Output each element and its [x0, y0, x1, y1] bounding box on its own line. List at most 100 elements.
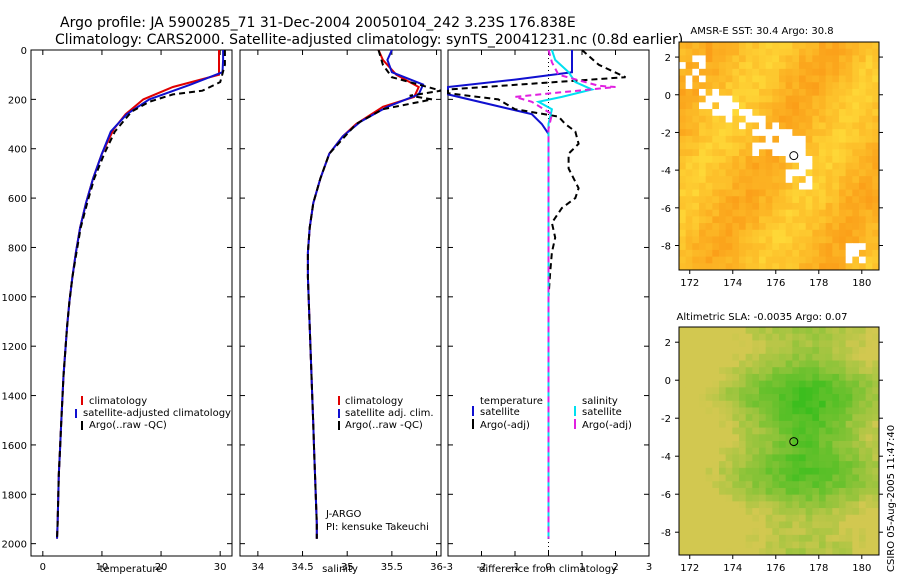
map-cell [692, 467, 700, 476]
map-cell [799, 42, 807, 50]
map-cell [852, 380, 860, 388]
map-cell [772, 249, 780, 258]
map-cell [679, 528, 687, 536]
map-cell [759, 441, 767, 449]
map-cell [745, 508, 753, 516]
map-cell [765, 514, 773, 522]
map-cell [825, 407, 833, 415]
map-cell [812, 75, 820, 83]
map-cell [852, 333, 860, 341]
map-cell [772, 243, 780, 251]
map-cell [859, 202, 867, 211]
map-cell [685, 420, 693, 429]
x-tick-label: 180 [852, 278, 871, 289]
map-cell [865, 55, 873, 63]
map-cell [805, 48, 813, 56]
map-cell [859, 249, 867, 258]
map-cell [712, 202, 720, 211]
map-cell [752, 441, 760, 449]
map-cell [792, 109, 800, 117]
map-cell [845, 528, 853, 536]
map-cell [845, 441, 853, 449]
map-cell [745, 427, 753, 435]
map-cell [705, 75, 713, 83]
map-cell [725, 182, 733, 191]
map-cell [845, 387, 853, 395]
map-cell [865, 394, 873, 402]
map-cell [719, 48, 727, 56]
map-cell [799, 427, 807, 435]
map-cell [745, 189, 753, 197]
map-cell [699, 223, 707, 231]
map-cell [785, 347, 793, 355]
map-cell [759, 541, 767, 549]
legend-label-climatology: climatology [345, 396, 403, 407]
map-cell [699, 236, 707, 244]
map-cell [859, 243, 867, 251]
map-cell [799, 229, 807, 237]
map-cell [759, 196, 767, 204]
map-cell [772, 380, 780, 388]
map-cell [805, 347, 813, 355]
map-cell [725, 68, 733, 77]
map-cell [785, 414, 793, 422]
map-cell [759, 182, 767, 191]
map-cell [725, 380, 733, 388]
map-cell [852, 109, 860, 117]
map-cell [759, 481, 767, 489]
map-cell [719, 229, 727, 237]
map-cell [712, 394, 720, 402]
series-line-temperature-satellite [447, 50, 573, 539]
map-cell [865, 347, 873, 355]
map-cell [739, 82, 747, 90]
map-cell [865, 216, 873, 224]
map-cell [859, 327, 867, 335]
map-cell [832, 487, 840, 496]
x-tick-label: 174 [723, 278, 742, 289]
map-cell [692, 501, 700, 509]
map-cell [745, 216, 753, 224]
map-cell [772, 407, 780, 415]
map-cell [845, 202, 853, 211]
map-cell [712, 508, 720, 516]
map-cell [732, 176, 740, 184]
map-cell [805, 441, 813, 449]
map-cell [705, 122, 713, 130]
map-cell [859, 487, 867, 496]
map-cell [805, 394, 813, 402]
map-cell [679, 400, 687, 408]
map-cell [819, 353, 827, 362]
map-cell [872, 353, 880, 362]
map-cell [685, 229, 693, 237]
map-cell [725, 467, 733, 476]
map-cell [765, 135, 773, 144]
map-cell [752, 196, 760, 204]
map-cell [712, 380, 720, 388]
map-cell [805, 521, 813, 529]
map-cell [779, 263, 787, 271]
map-cell [745, 122, 753, 130]
map-cell [805, 420, 813, 429]
map-cell [865, 508, 873, 516]
map-cell [732, 263, 740, 271]
map-cell [805, 176, 813, 184]
map-cell [845, 88, 853, 97]
map-cell [752, 102, 760, 110]
map-cell [772, 487, 780, 496]
map-cell [785, 521, 793, 529]
map-cell [732, 467, 740, 476]
sla-map-title: Altimetric SLA: -0.0035 Argo: 0.07 [677, 312, 848, 323]
map-cell [852, 387, 860, 395]
map-cell [772, 373, 780, 382]
map-cell [872, 340, 880, 348]
map-cell [699, 182, 707, 191]
map-cell [745, 62, 753, 70]
map-cell [785, 394, 793, 402]
map-cell [739, 521, 747, 529]
map-cell [845, 216, 853, 224]
map-cell [699, 122, 707, 130]
map-cell [812, 229, 820, 237]
map-cell [692, 387, 700, 395]
map-cell [859, 88, 867, 97]
map-cell [745, 196, 753, 204]
